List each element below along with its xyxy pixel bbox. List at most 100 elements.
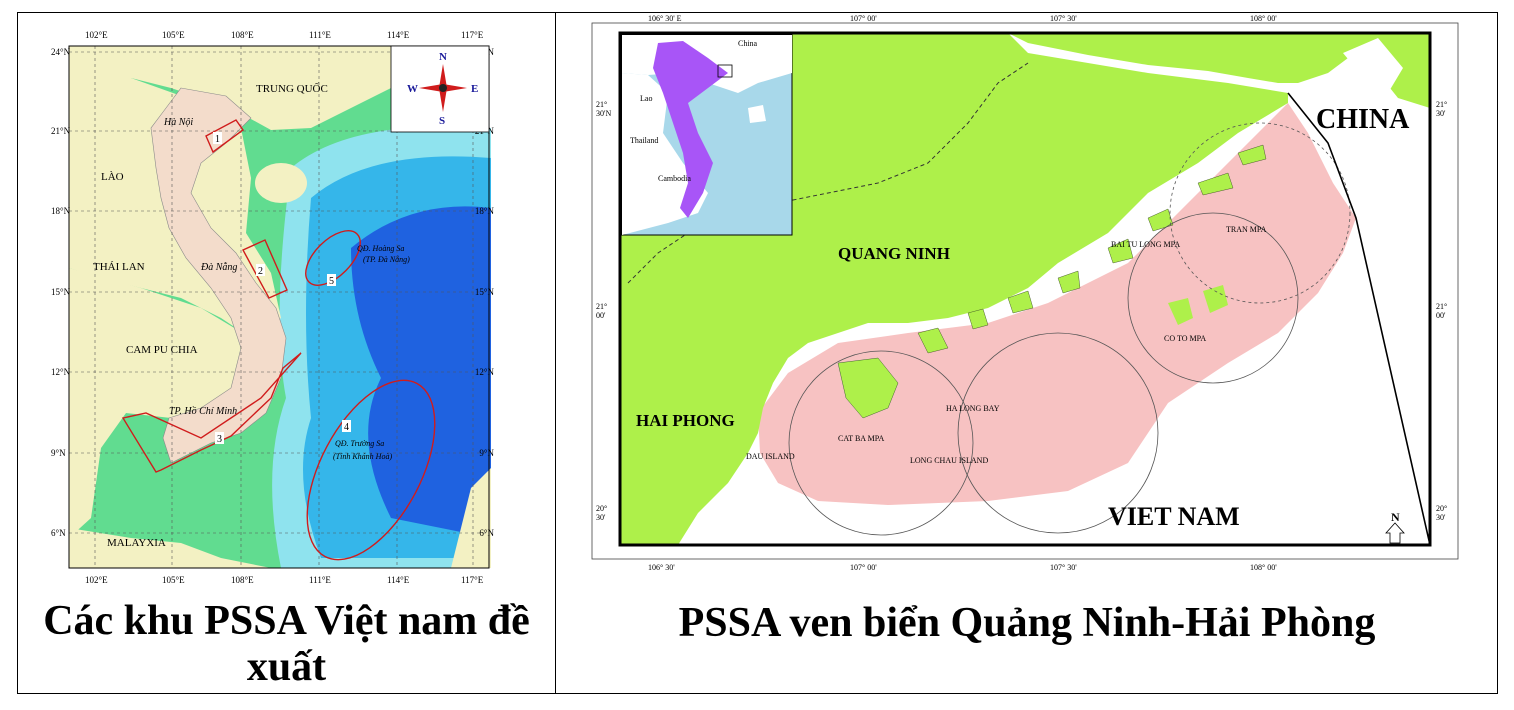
svg-text:6°N: 6°N bbox=[479, 528, 494, 538]
caption-right: PSSA ven biển Quảng Ninh-Hải Phòng bbox=[678, 600, 1376, 646]
malaysia-land bbox=[69, 528, 271, 568]
label-china: TRUNG QUỐC bbox=[256, 82, 328, 95]
top-ticks: 106° 30' E 107° 00' 107° 30' 108° 00' bbox=[648, 14, 1277, 23]
north-arrow-icon: N bbox=[1385, 510, 1405, 544]
label-thailand: THÁI LAN bbox=[93, 261, 145, 273]
svg-text:TRAN MPA: TRAN MPA bbox=[1226, 225, 1267, 234]
svg-text:Cambodia: Cambodia bbox=[658, 174, 691, 183]
province-border bbox=[627, 62, 1029, 284]
svg-text:21°: 21° bbox=[1436, 100, 1447, 109]
svg-text:114°E: 114°E bbox=[387, 575, 410, 585]
svg-text:(Tỉnh Khánh Hoà): (Tỉnh Khánh Hoà) bbox=[333, 452, 392, 461]
svg-text:108° 00': 108° 00' bbox=[1250, 563, 1277, 572]
svg-text:12°N: 12°N bbox=[475, 367, 495, 377]
svg-text:108°E: 108°E bbox=[231, 575, 254, 585]
inset-map: China Lao Thailand Cambodia bbox=[621, 34, 793, 236]
label-laos: LÀO bbox=[101, 171, 124, 183]
vietnam-pssa-map: 102°E 105°E 108°E 111°E 114°E 117°E 102°… bbox=[51, 18, 496, 590]
svg-text:N: N bbox=[1391, 510, 1400, 524]
svg-text:QĐ. Hoàng Sa: QĐ. Hoàng Sa bbox=[357, 244, 404, 253]
svg-text:00': 00' bbox=[596, 311, 606, 320]
compass-n: N bbox=[439, 51, 447, 63]
svg-text:Lao: Lao bbox=[640, 94, 652, 103]
table-divider bbox=[555, 12, 556, 694]
svg-text:4: 4 bbox=[344, 422, 349, 433]
svg-text:107° 30': 107° 30' bbox=[1050, 563, 1077, 572]
china-land bbox=[69, 46, 391, 130]
lon-ticks-top: 102°E 105°E 108°E 111°E 114°E 117°E bbox=[85, 30, 484, 40]
svg-text:117°E: 117°E bbox=[461, 575, 484, 585]
svg-text:China: China bbox=[738, 39, 758, 48]
svg-text:102°E: 102°E bbox=[85, 575, 108, 585]
svg-text:LONG CHAU ISLAND: LONG CHAU ISLAND bbox=[910, 456, 988, 465]
svg-text:Thailand: Thailand bbox=[630, 136, 658, 145]
label-hai-phong: HAI PHONG bbox=[636, 411, 735, 430]
svg-text:20°: 20° bbox=[596, 504, 607, 513]
svg-text:3: 3 bbox=[217, 434, 222, 445]
compass-e: E bbox=[471, 83, 478, 95]
co-to-island-2 bbox=[1203, 285, 1228, 313]
label-hanoi: Hà Nội bbox=[163, 117, 193, 128]
svg-text:107° 00': 107° 00' bbox=[850, 563, 877, 572]
right-ticks: 21°30' 21°00' 20°30' bbox=[1436, 100, 1447, 522]
svg-text:107° 30': 107° 30' bbox=[1050, 14, 1077, 23]
svg-text:00': 00' bbox=[1436, 311, 1446, 320]
map-grid bbox=[69, 46, 489, 568]
pssa-zone bbox=[758, 103, 1356, 505]
pssa-area-3 bbox=[121, 352, 302, 473]
lat-ticks-left: 24°N 21°N 18°N 15°N 12°N 9°N 6°N bbox=[51, 47, 71, 538]
svg-text:108°E: 108°E bbox=[231, 30, 254, 40]
svg-text:117°E: 117°E bbox=[461, 30, 484, 40]
country-labels: TRUNG QUỐC LÀO THÁI LAN CAM PU CHIA MALA… bbox=[93, 82, 328, 549]
cat-ba-island bbox=[837, 357, 899, 419]
outer-frame bbox=[591, 22, 1459, 560]
co-to-island bbox=[1168, 298, 1193, 325]
compass-s: S bbox=[439, 115, 445, 127]
pssa-area-2 bbox=[242, 239, 288, 299]
svg-text:(TP. Đà Nẵng): (TP. Đà Nẵng) bbox=[363, 255, 410, 264]
pssa-area-1 bbox=[205, 119, 244, 154]
svg-text:15°N: 15°N bbox=[475, 287, 495, 297]
svg-text:12°N: 12°N bbox=[51, 367, 71, 377]
svg-text:105°E: 105°E bbox=[162, 30, 185, 40]
label-quang-ninh: QUANG NINH bbox=[838, 244, 950, 263]
svg-text:108° 00': 108° 00' bbox=[1250, 14, 1277, 23]
label-malaysia: MALAYXIA bbox=[107, 537, 166, 549]
city-labels: Hà Nội Đà Nẵng TP. Hồ Chí Minh bbox=[163, 117, 237, 417]
svg-text:QĐ. Trường Sa: QĐ. Trường Sa bbox=[335, 439, 384, 448]
svg-text:30': 30' bbox=[596, 513, 606, 522]
svg-text:106° 30' E: 106° 30' E bbox=[648, 14, 682, 23]
svg-text:111°E: 111°E bbox=[309, 30, 331, 40]
quang-ninh-hai-phong-map: 106° 30' E 107° 00' 107° 30' 108° 00' 10… bbox=[588, 13, 1466, 573]
svg-text:21°N: 21°N bbox=[51, 126, 71, 136]
svg-text:30': 30' bbox=[1436, 109, 1446, 118]
svg-text:21°: 21° bbox=[1436, 302, 1447, 311]
map-border bbox=[68, 45, 490, 569]
svg-text:HA LONG BAY: HA LONG BAY bbox=[946, 404, 1000, 413]
svg-text:21°: 21° bbox=[596, 100, 607, 109]
label-cambodia: CAM PU CHIA bbox=[126, 344, 198, 356]
svg-text:24°N: 24°N bbox=[51, 47, 71, 57]
svg-text:DAU ISLAND: DAU ISLAND bbox=[746, 452, 795, 461]
svg-text:30': 30' bbox=[1436, 513, 1446, 522]
svg-text:107° 00': 107° 00' bbox=[850, 14, 877, 23]
svg-text:114°E: 114°E bbox=[387, 30, 410, 40]
label-danang: Đà Nẵng bbox=[200, 262, 237, 273]
svg-text:5: 5 bbox=[329, 276, 334, 287]
island-labels: QĐ. Hoàng Sa (TP. Đà Nẵng) QĐ. Trường Sa… bbox=[333, 244, 410, 461]
svg-text:111°E: 111°E bbox=[309, 575, 331, 585]
svg-text:20°: 20° bbox=[1436, 504, 1447, 513]
mpa-circles bbox=[788, 122, 1351, 536]
svg-text:CAT BA MPA: CAT BA MPA bbox=[838, 434, 884, 443]
svg-text:6°N: 6°N bbox=[51, 528, 66, 538]
caption-left: Các khu PSSA Việt nam đề xuất bbox=[43, 598, 530, 690]
bottom-ticks: 106° 30' 107° 00' 107° 30' 108° 00' bbox=[648, 563, 1277, 572]
hainan-island bbox=[255, 163, 307, 203]
svg-text:15°N: 15°N bbox=[51, 287, 71, 297]
svg-text:1: 1 bbox=[215, 134, 220, 145]
svg-text:102°E: 102°E bbox=[85, 30, 108, 40]
label-china: CHINA bbox=[1316, 104, 1410, 135]
cambodia-land bbox=[69, 268, 251, 538]
svg-text:9°N: 9°N bbox=[51, 448, 66, 458]
svg-text:CO TO MPA: CO TO MPA bbox=[1164, 334, 1206, 343]
